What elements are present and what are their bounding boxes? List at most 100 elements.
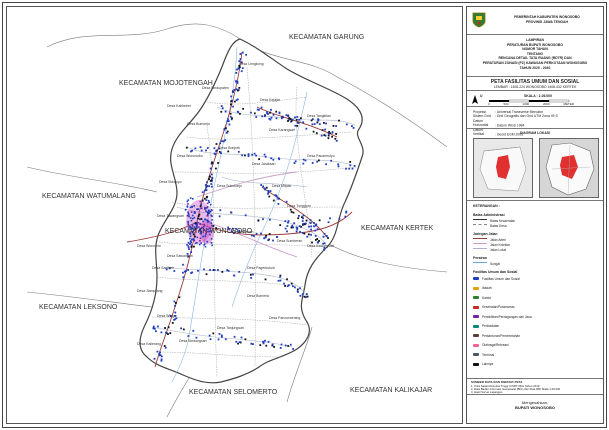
- facility-point: [227, 269, 230, 272]
- facility-point: [292, 211, 295, 214]
- facility-point: [194, 235, 196, 238]
- facility-point: [197, 222, 199, 224]
- label-kecamatan-wonosobo: KECAMATAN WONOSOBO: [165, 228, 253, 235]
- scale-bar: [489, 99, 570, 103]
- facility-point: [329, 217, 331, 220]
- facility-point: [287, 345, 290, 347]
- village-label: Desa Kejajar: [260, 98, 281, 102]
- facility-point: [200, 203, 202, 206]
- facility-point: [187, 241, 190, 244]
- sources-title: SUMBER DATA DAN RIWAYAT PETA: [471, 380, 523, 384]
- facility-point: [200, 218, 203, 220]
- facility-point: [287, 120, 289, 122]
- facility-point: [182, 276, 185, 279]
- facility-point: [173, 270, 176, 272]
- facility-point: [159, 351, 161, 354]
- facility-point: [210, 179, 213, 181]
- facility-point: [323, 247, 326, 249]
- facility-point: [200, 149, 203, 152]
- facility-point: [272, 239, 274, 242]
- facility-point: [226, 120, 229, 122]
- legend-item-facility: Ibadah: [473, 286, 492, 291]
- map-panel[interactable]: KECAMATAN GARUNG KECAMATAN MOJOTENGAH KE…: [6, 6, 463, 424]
- title-header: PEMERINTAH KABUPATEN WONOSOBO PROVINSI J…: [467, 7, 603, 34]
- facility-point: [302, 121, 305, 124]
- inset-regency[interactable]: [539, 138, 599, 198]
- facility-point: [327, 237, 329, 239]
- facility-point: [253, 112, 256, 115]
- facility-point: [349, 164, 352, 167]
- facility-point: [273, 346, 275, 348]
- facility-point: [244, 154, 246, 157]
- facility-point: [199, 228, 201, 231]
- inset-province[interactable]: [473, 138, 533, 198]
- facility-point: [328, 130, 330, 133]
- label-kecamatan-watumalang: KECAMATAN WATUMALANG: [42, 193, 136, 200]
- facility-point: [224, 139, 227, 142]
- facility-point: [197, 208, 199, 211]
- facility-point: [153, 357, 156, 360]
- facility-point: [348, 167, 351, 170]
- village-label: Desa Sidojoyo: [159, 180, 182, 184]
- facility-point: [165, 331, 167, 334]
- facility-point: [192, 329, 195, 332]
- facility-point: [262, 218, 264, 221]
- facility-point: [182, 271, 184, 274]
- facility-point: [205, 186, 208, 189]
- facility-point: [316, 160, 319, 163]
- facility-point: [192, 217, 194, 220]
- facility-point: [218, 151, 221, 153]
- facility-point: [236, 80, 239, 83]
- facility-point: [203, 223, 205, 226]
- facility-point: [207, 211, 209, 214]
- facility-point: [294, 286, 296, 289]
- legend-item-batas-kecamatan: Batas Kecamatan: [473, 218, 515, 223]
- lampiran: LAMPIRAN: [526, 38, 544, 42]
- facility-point: [257, 219, 260, 222]
- facility-point: [189, 206, 192, 209]
- facility-point: [296, 116, 299, 118]
- facility-point: [199, 223, 201, 225]
- facility-point: [209, 167, 212, 170]
- village-label: Desa Wonosobo: [177, 154, 203, 158]
- facility-point: [198, 229, 200, 232]
- village-label: Desa Tanjungsari: [217, 326, 244, 330]
- facility-point: [237, 342, 239, 345]
- facility-point: [210, 180, 213, 183]
- facility-point: [345, 211, 348, 214]
- facility-point: [241, 61, 243, 64]
- facility-point: [206, 215, 209, 217]
- facility-point: [175, 317, 178, 320]
- facility-point: [289, 118, 292, 120]
- facility-point: [320, 134, 323, 137]
- facility-point: [211, 219, 213, 221]
- facility-point: [285, 200, 288, 203]
- facility-point: [288, 117, 291, 119]
- facility-point: [296, 228, 299, 231]
- village-labels: Desa Lengkong Desa Sindupaten Desa Kalibeb…: [137, 62, 335, 346]
- facility-point: [227, 118, 229, 121]
- facility-point: [208, 212, 211, 214]
- facility-point: [318, 240, 320, 242]
- facility-point: [205, 189, 208, 191]
- facility-point: [288, 284, 290, 287]
- facility-point: [353, 165, 356, 167]
- projection-row: Datum Horizontal: Datum WGS 1984: [473, 118, 525, 128]
- facility-point: [190, 251, 192, 253]
- facility-point: [233, 274, 236, 277]
- road-title: Jaringan Jalan: [473, 232, 498, 236]
- projection-row: Proyeksi: Universal Transverse Mercator: [473, 110, 544, 114]
- facility-point: [318, 123, 321, 125]
- facility-point: [265, 234, 267, 237]
- facility-point: [209, 269, 211, 271]
- facility-point: [267, 340, 270, 343]
- facility-point: [190, 211, 193, 213]
- facility-point: [301, 293, 304, 296]
- regency-logo: [472, 12, 486, 28]
- legend-item-jalan-kolektor: Jalan Kolektor: [473, 242, 510, 247]
- facility-point: [188, 243, 191, 245]
- facility-point: [351, 167, 354, 170]
- facility-point: [269, 218, 271, 221]
- facility-point: [229, 112, 232, 115]
- map-canvas[interactable]: KECAMATAN GARUNG KECAMATAN MOJOTENGAH KE…: [7, 7, 463, 424]
